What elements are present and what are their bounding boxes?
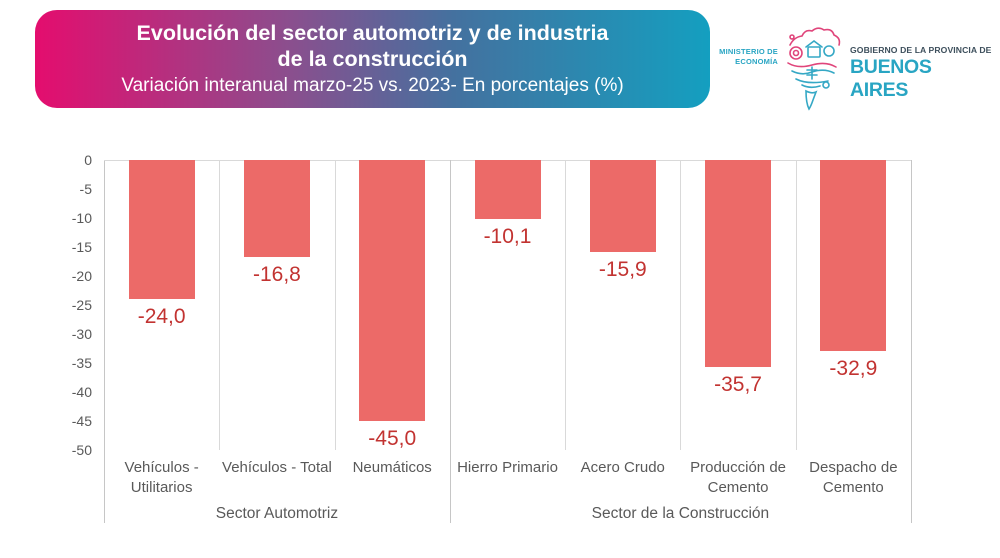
y-axis-tick-label: -45 xyxy=(71,413,92,429)
y-axis-tick-label: -15 xyxy=(71,239,92,255)
y-axis-tick-label: -25 xyxy=(71,297,92,313)
gov-line1: GOBIERNO DE LA PROVINCIA DE xyxy=(850,45,992,55)
y-axis-tick-label: -5 xyxy=(79,181,92,197)
category-separator-line xyxy=(219,160,221,450)
category-label: Producción de Cemento xyxy=(690,459,787,496)
group-label: Sector Automotriz xyxy=(215,505,339,522)
y-axis-tick-label: -35 xyxy=(71,355,92,371)
bar-despacho-de-cemento xyxy=(820,160,887,351)
category-label: Neumáticos xyxy=(352,459,432,476)
bar-value-label: -24,0 xyxy=(137,305,186,329)
chart-subtitle: Variación interanual marzo-25 vs. 2023- … xyxy=(121,74,624,96)
bar-veh-culos-utilitarios xyxy=(128,160,195,300)
bar-hierro-primario xyxy=(474,160,541,219)
category-separator-line xyxy=(680,160,682,450)
ministry-line1: MINISTERIO DE xyxy=(719,47,778,56)
province-doodle-icon xyxy=(787,27,841,111)
y-axis-tick-label: -40 xyxy=(71,384,92,400)
y-axis-tick-label: -10 xyxy=(71,210,92,226)
header-banner: Evolución del sector automotriz y de ind… xyxy=(35,10,710,108)
bar-value-label: -15,9 xyxy=(598,258,647,282)
bar-veh-culos-total xyxy=(243,160,310,258)
government-label: GOBIERNO DE LA PROVINCIA DE BUENOS AIRES xyxy=(850,45,993,102)
y-axis-line xyxy=(104,160,105,523)
category-separator-line xyxy=(565,160,567,450)
y-axis-tick-label: -20 xyxy=(71,268,92,284)
category-separator-line xyxy=(795,160,797,450)
bar-value-label: -10,1 xyxy=(483,224,532,248)
category-label: Hierro Primario xyxy=(457,459,558,476)
category-label: Despacho de Cemento xyxy=(809,459,898,496)
ministry-line2: ECONOMÍA xyxy=(735,57,778,67)
bar-acero-crudo xyxy=(589,160,656,253)
category-label: Vehículos - Total xyxy=(222,459,332,476)
chart-title-line1: Evolución del sector automotriz y de ind… xyxy=(136,21,609,46)
bar-value-label: -32,9 xyxy=(829,356,878,380)
y-axis-tick-label: 0 xyxy=(84,152,92,168)
bar-value-label: -35,7 xyxy=(714,373,762,397)
logo-block: MINISTERIO DE ECONOMÍA GOBIE xyxy=(708,10,993,111)
group-separator-line xyxy=(449,160,451,523)
category-label: Acero Crudo xyxy=(580,459,665,476)
plot-right-border xyxy=(911,160,912,523)
group-label: Sector de la Construcción xyxy=(591,505,770,522)
bar-value-label: -16,8 xyxy=(252,263,301,287)
ministry-of-economy-label: MINISTERIO DE ECONOMÍA xyxy=(708,47,778,67)
bar-producci-n-de-cemento xyxy=(705,160,772,368)
category-separator-line xyxy=(334,160,336,450)
bar-neum-ticos xyxy=(359,160,426,421)
y-axis-tick-label: -30 xyxy=(71,326,92,342)
y-axis-tick-label: -50 xyxy=(71,442,92,458)
gov-line2: BUENOS AIRES xyxy=(850,56,932,101)
chart-title-line2: de la construcción xyxy=(277,46,468,71)
bar-value-label: -45,0 xyxy=(368,427,417,450)
category-label: Vehículos - Utilitarios xyxy=(124,459,199,496)
